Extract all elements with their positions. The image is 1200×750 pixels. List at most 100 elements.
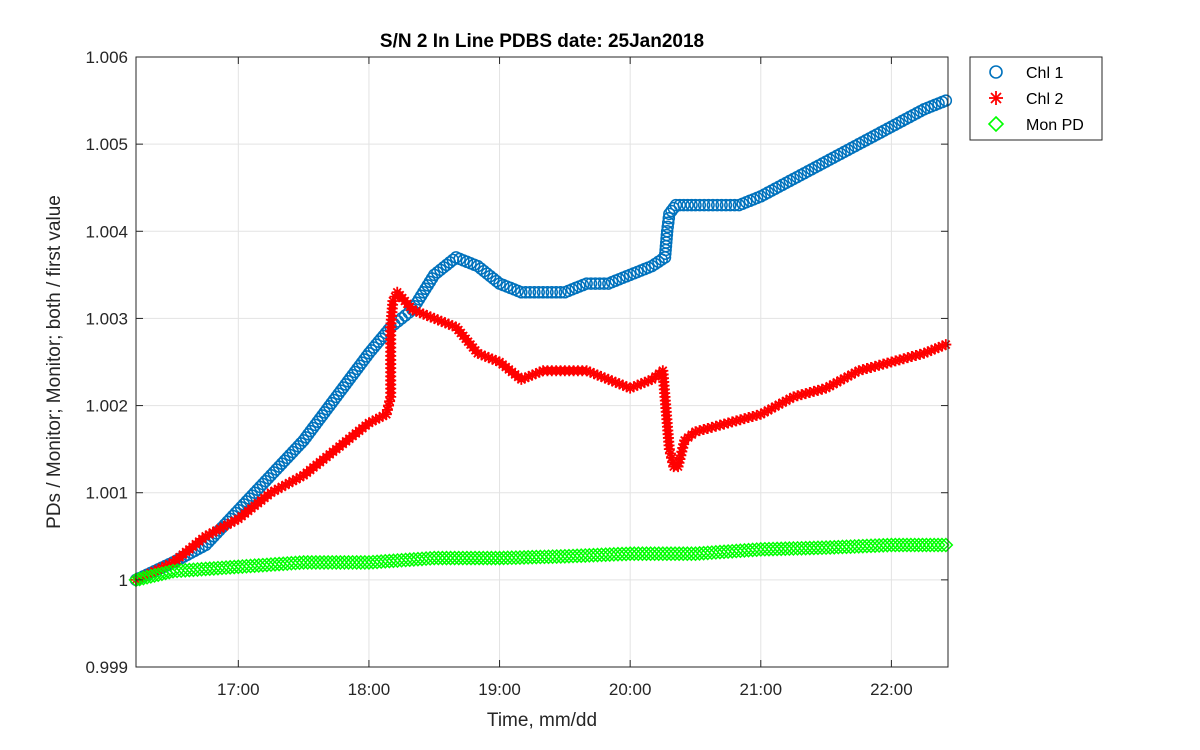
data-point bbox=[800, 388, 812, 400]
data-point bbox=[490, 274, 503, 288]
data-point bbox=[710, 420, 722, 432]
data-point bbox=[595, 371, 607, 383]
data-point bbox=[710, 198, 724, 212]
data-point bbox=[838, 372, 850, 384]
data-point bbox=[762, 404, 774, 416]
x-tick-label: 18:00 bbox=[348, 680, 391, 699]
data-point bbox=[309, 418, 322, 432]
data-point bbox=[410, 305, 422, 317]
data-point bbox=[370, 414, 382, 426]
data-point bbox=[922, 346, 934, 358]
data-point bbox=[747, 410, 759, 422]
data-point bbox=[581, 365, 593, 377]
data-point bbox=[910, 349, 922, 361]
data-point bbox=[475, 349, 487, 361]
data-point bbox=[672, 461, 684, 473]
data-point bbox=[865, 361, 877, 373]
data-point bbox=[406, 304, 418, 316]
data-point bbox=[780, 395, 792, 407]
data-point bbox=[857, 364, 869, 376]
data-point bbox=[323, 399, 336, 413]
data-point bbox=[269, 485, 281, 497]
data-point bbox=[706, 421, 718, 433]
data-point bbox=[624, 382, 636, 394]
legend-label-chl-2: Chl 2 bbox=[1026, 91, 1063, 108]
data-point bbox=[849, 367, 861, 379]
data-point bbox=[842, 371, 854, 383]
data-point bbox=[344, 371, 357, 385]
data-point bbox=[667, 456, 679, 468]
data-point bbox=[722, 417, 734, 429]
data-point bbox=[726, 416, 738, 428]
data-point bbox=[673, 198, 687, 212]
data-point bbox=[769, 401, 781, 413]
legend-item-chl-1: Chl 1 bbox=[989, 65, 1063, 82]
data-point bbox=[530, 368, 542, 380]
data-point bbox=[353, 359, 366, 372]
data-point bbox=[221, 519, 233, 531]
data-point bbox=[265, 487, 277, 499]
y-tick-label: 1.006 bbox=[85, 48, 128, 67]
data-point bbox=[661, 220, 674, 234]
data-point bbox=[706, 198, 720, 212]
data-point bbox=[869, 360, 881, 372]
data-point bbox=[294, 471, 306, 483]
data-point bbox=[311, 415, 324, 429]
data-point bbox=[387, 295, 399, 307]
data-point bbox=[645, 259, 659, 273]
data-point bbox=[751, 409, 763, 421]
data-point bbox=[898, 353, 910, 365]
data-point bbox=[824, 380, 836, 392]
data-point bbox=[272, 483, 284, 495]
data-point bbox=[934, 537, 950, 553]
data-point bbox=[777, 397, 789, 409]
data-point bbox=[885, 356, 897, 368]
data-point bbox=[443, 318, 455, 330]
data-point bbox=[218, 521, 230, 533]
data-point bbox=[787, 391, 799, 403]
data-point bbox=[528, 286, 541, 299]
data-point bbox=[316, 409, 329, 422]
data-point bbox=[938, 537, 954, 553]
series-mon-pd bbox=[128, 537, 954, 588]
data-point bbox=[642, 375, 654, 387]
data-point bbox=[664, 448, 676, 459]
data-point bbox=[526, 369, 538, 381]
data-point bbox=[306, 421, 320, 435]
data-point bbox=[635, 378, 647, 390]
data-point bbox=[332, 387, 345, 400]
data-point bbox=[902, 352, 914, 364]
data-point bbox=[211, 524, 223, 536]
data-point bbox=[743, 412, 755, 424]
legend-label-chl-1: Chl 1 bbox=[1026, 65, 1063, 82]
data-point bbox=[673, 457, 685, 469]
data-point bbox=[602, 373, 614, 385]
data-point bbox=[792, 390, 804, 402]
data-point bbox=[472, 347, 484, 359]
data-point bbox=[873, 359, 885, 371]
data-point bbox=[784, 393, 796, 405]
data-point bbox=[417, 308, 429, 320]
data-point bbox=[381, 404, 393, 416]
x-axis-ticks: 17:00 18:00 19:00 20:00 21:00 22:00 bbox=[217, 57, 913, 699]
data-point bbox=[796, 389, 808, 401]
data-point bbox=[554, 286, 567, 299]
data-point bbox=[662, 211, 676, 225]
data-point bbox=[621, 381, 633, 393]
data-point bbox=[939, 94, 953, 107]
data-point bbox=[734, 414, 746, 426]
data-point bbox=[439, 317, 451, 329]
data-point bbox=[666, 452, 678, 464]
data-point bbox=[675, 449, 687, 461]
series-layer bbox=[128, 94, 954, 588]
data-point bbox=[580, 277, 593, 290]
data-point bbox=[914, 348, 926, 360]
legend-item-chl-2: Chl 2 bbox=[989, 91, 1063, 108]
data-point bbox=[676, 446, 688, 458]
data-point bbox=[435, 315, 447, 327]
data-point bbox=[428, 312, 440, 324]
data-point bbox=[845, 369, 857, 381]
data-point bbox=[804, 387, 816, 398]
data-point bbox=[523, 286, 537, 299]
data-point bbox=[283, 477, 295, 489]
